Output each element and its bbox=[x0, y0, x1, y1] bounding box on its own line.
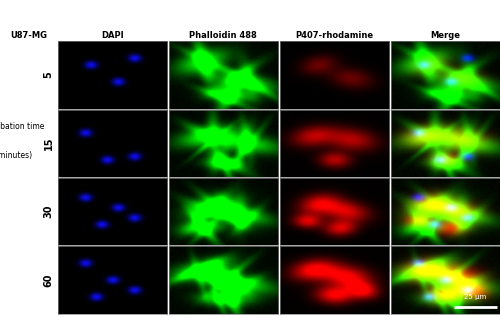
Text: DAPI: DAPI bbox=[101, 31, 124, 40]
Text: 25 μm: 25 μm bbox=[464, 294, 486, 300]
Text: 5: 5 bbox=[44, 72, 54, 78]
Text: Incubation time: Incubation time bbox=[0, 122, 44, 131]
Text: 30: 30 bbox=[44, 205, 54, 218]
Text: (minutes): (minutes) bbox=[0, 151, 32, 160]
Text: 60: 60 bbox=[44, 273, 54, 287]
Text: Phalloidin 488: Phalloidin 488 bbox=[190, 31, 257, 40]
Text: P407-rhodamine: P407-rhodamine bbox=[295, 31, 374, 40]
Text: Merge: Merge bbox=[430, 31, 460, 40]
Text: 15: 15 bbox=[44, 137, 54, 150]
Text: U87-MG: U87-MG bbox=[10, 31, 47, 40]
